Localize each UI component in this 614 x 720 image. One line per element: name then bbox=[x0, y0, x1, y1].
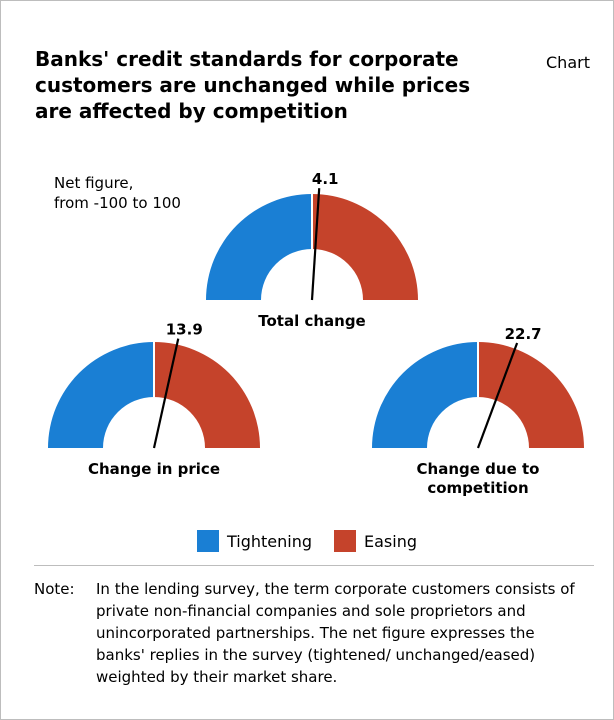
chart-tag: Chart bbox=[546, 53, 590, 72]
easing-arc bbox=[478, 342, 584, 448]
legend-label-easing: Easing bbox=[364, 531, 418, 551]
legend-label-tightening: Tightening bbox=[226, 531, 313, 551]
gauge-label-line: Change in price bbox=[88, 460, 220, 478]
gauge-needle bbox=[476, 342, 519, 449]
legend: Tightening Easing bbox=[0, 530, 614, 552]
easing-swatch bbox=[334, 530, 357, 552]
note-label: Note: bbox=[34, 580, 75, 598]
legend-item-easing: Easing bbox=[334, 530, 417, 552]
chart-title: Banks' credit standards for corporate cu… bbox=[35, 47, 471, 123]
gauge-label-line: Change due to bbox=[417, 460, 540, 478]
gauge-label-line: Total change bbox=[258, 312, 365, 330]
legend-item-tightening: Tightening bbox=[196, 530, 313, 552]
gauge-value-label: 4.1 bbox=[312, 170, 339, 188]
gauge-label-line: competition bbox=[427, 479, 528, 497]
gauge-change-in-price: 13.9 Change in price bbox=[48, 321, 260, 478]
gauge-label: Total change bbox=[258, 312, 365, 330]
gauge-needle bbox=[310, 188, 321, 301]
note-divider bbox=[34, 565, 594, 566]
gauge-value-label: 22.7 bbox=[505, 325, 542, 343]
easing-arc bbox=[312, 194, 418, 300]
note-text: In the lending survey, the term corporat… bbox=[96, 580, 575, 686]
gauge-needle bbox=[152, 338, 180, 449]
tightening-arc bbox=[48, 342, 154, 448]
tightening-swatch bbox=[196, 530, 219, 552]
gauge-total-change: 4.1 Total change bbox=[206, 170, 418, 330]
gauge-label: Change in price bbox=[88, 460, 220, 478]
tightening-arc bbox=[206, 194, 312, 300]
easing-arc bbox=[154, 342, 260, 448]
gauge-value-label: 13.9 bbox=[166, 321, 203, 339]
unit-label: Net figure, from -100 to 100 bbox=[54, 174, 181, 212]
gauge-label: Change due to competition bbox=[417, 460, 540, 497]
gauge-change-due-to: 22.7 Change due to competition bbox=[372, 325, 584, 497]
tightening-arc bbox=[372, 342, 478, 448]
